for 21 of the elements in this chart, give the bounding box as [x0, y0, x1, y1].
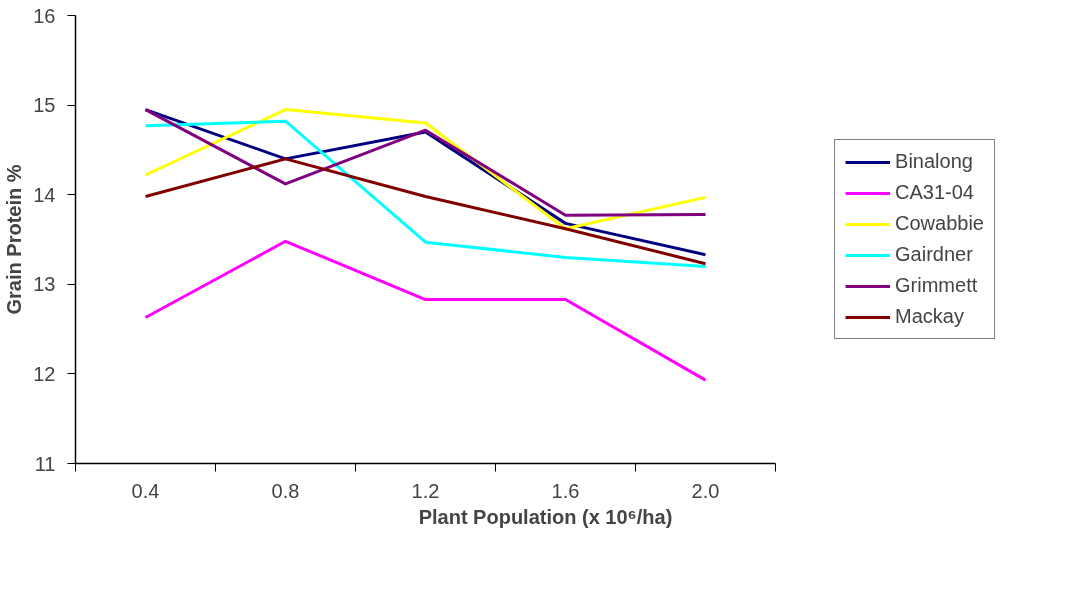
y-tick-label: 14 — [33, 183, 56, 206]
y-tick-label: 12 — [33, 362, 56, 385]
x-tick-label: 2.0 — [691, 479, 720, 502]
legend-label: Grimmett — [895, 274, 978, 297]
legend-label: Cowabbie — [895, 212, 984, 235]
x-tick-label: 1.2 — [411, 479, 440, 502]
y-tick-label: 15 — [33, 94, 56, 117]
legend-label: CA31-04 — [895, 181, 974, 204]
legend-label: Mackay — [895, 305, 964, 328]
x-tick-label: 1.6 — [551, 479, 580, 502]
legend-label: Gairdner — [895, 243, 973, 266]
y-tick-label: 16 — [33, 4, 56, 27]
y-tick-label: 11 — [34, 452, 56, 475]
line-series — [144, 157, 707, 266]
x-axis-title: Plant Population (x 10⁶/ha) — [418, 505, 673, 528]
x-tick-label: 0.4 — [131, 479, 160, 502]
x-tick-label: 0.8 — [271, 479, 300, 502]
y-tick-label: 13 — [33, 273, 56, 296]
y-axis-title: Grain Protein % — [3, 164, 26, 315]
legend-label: Binalong — [895, 150, 973, 173]
line-series — [144, 239, 707, 382]
